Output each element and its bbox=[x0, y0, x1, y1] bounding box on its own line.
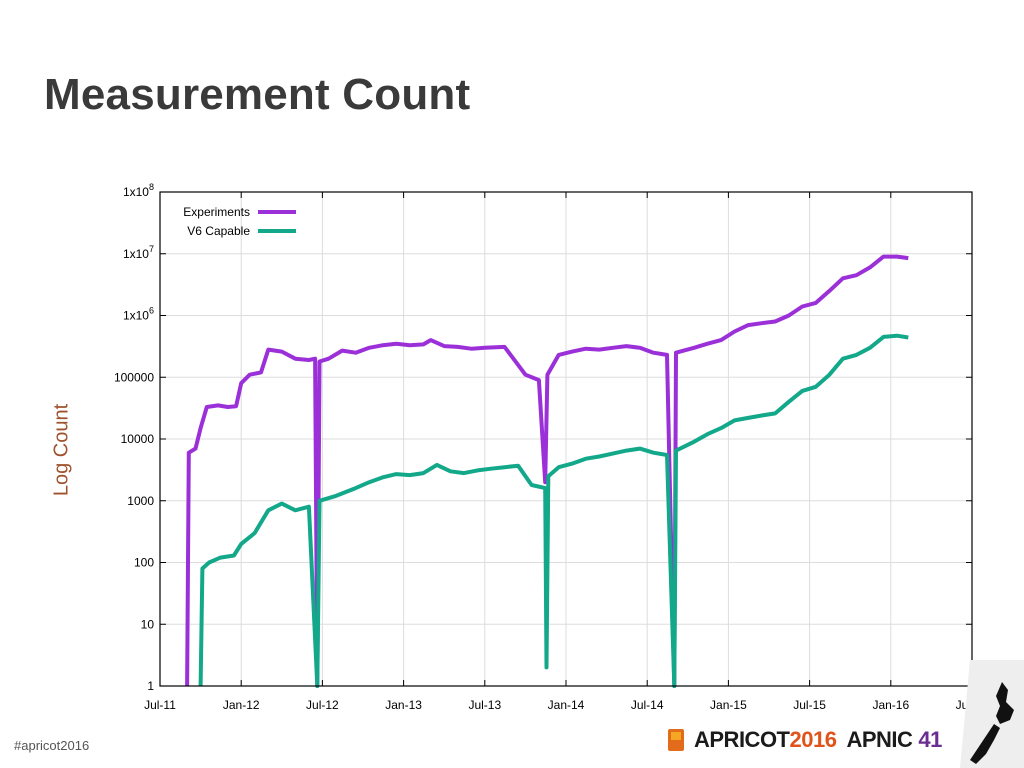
apnic-logo-number: 41 bbox=[918, 727, 942, 752]
x-tick-label: Jul-13 bbox=[468, 698, 501, 712]
x-tick-label: Jan-13 bbox=[385, 698, 422, 712]
series-line-v6-capable bbox=[198, 333, 909, 688]
nz-map-decoration-bg bbox=[960, 660, 1024, 768]
x-tick-label: Jul-12 bbox=[306, 698, 339, 712]
y-tick-label: 100 bbox=[134, 556, 154, 570]
y-tick-label: 1x106 bbox=[123, 306, 154, 323]
y-tick-label: 1x107 bbox=[123, 244, 154, 261]
x-tick-label: Jan-15 bbox=[710, 698, 747, 712]
series-line-experiments bbox=[185, 254, 909, 688]
plot-frame bbox=[159, 191, 973, 687]
apnic-logo: APNIC 41 bbox=[846, 727, 942, 753]
y-tick-label: 1x108 bbox=[123, 182, 154, 199]
x-tick-label: Jul-14 bbox=[631, 698, 664, 712]
x-tick-label: Jul-15 bbox=[793, 698, 826, 712]
y-tick-label: 1 bbox=[147, 679, 154, 693]
footer-logos: APRICOT2016 APNIC 41 bbox=[668, 724, 942, 756]
x-tick-label: Jan-14 bbox=[548, 698, 585, 712]
legend-label: V6 Capable bbox=[187, 224, 250, 238]
apricot-logo-text: APRICOT bbox=[694, 727, 790, 752]
apricot-logo-icon bbox=[668, 729, 684, 751]
x-tick-label: Jul-11 bbox=[144, 698, 176, 712]
y-tick-label: 100000 bbox=[114, 370, 154, 384]
legend-label: Experiments bbox=[183, 205, 250, 219]
x-tick-label: Jan-12 bbox=[223, 698, 260, 712]
nz-north-island-shape bbox=[996, 682, 1014, 724]
slide-title: Measurement Count bbox=[44, 70, 471, 119]
hashtag-footer: #apricot2016 bbox=[14, 738, 90, 753]
apricot-logo: APRICOT2016 bbox=[694, 727, 837, 753]
y-tick-label: 1000 bbox=[127, 494, 154, 508]
y-tick-label: 10000 bbox=[121, 432, 155, 446]
x-tick-label: Jan-16 bbox=[872, 698, 909, 712]
grid-lines bbox=[159, 191, 973, 687]
apricot-logo-year: 2016 bbox=[789, 727, 837, 752]
nz-south-island-shape bbox=[970, 724, 1000, 764]
nz-map-decoration bbox=[960, 660, 1024, 768]
chart-legend: Experiments V6 Capable bbox=[183, 205, 296, 238]
apnic-logo-text: APNIC bbox=[846, 727, 913, 752]
y-tick-label: 10 bbox=[141, 617, 155, 631]
